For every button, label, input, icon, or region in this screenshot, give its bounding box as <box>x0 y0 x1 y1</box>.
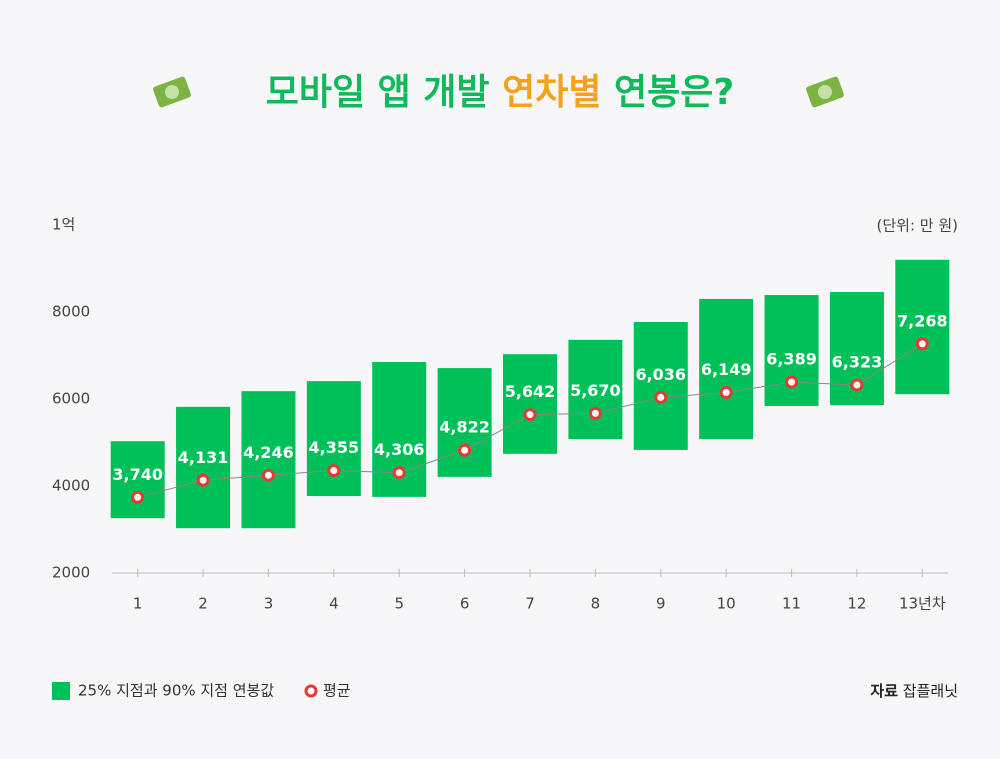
x-tick-label: 12 <box>847 595 866 613</box>
average-marker <box>523 408 537 422</box>
money-icon <box>153 76 191 108</box>
legend-swatch <box>52 682 70 700</box>
range-bar <box>176 406 231 529</box>
average-marker <box>785 375 799 389</box>
average-marker <box>196 473 210 487</box>
chart-title: 모바일 앱 개발 연차별 연봉은? <box>266 72 734 113</box>
data-label: 6,036 <box>635 365 686 384</box>
data-label: 6,389 <box>766 350 817 369</box>
range-bar <box>568 339 623 440</box>
data-label: 3,740 <box>112 465 163 484</box>
average-marker <box>327 464 341 478</box>
x-tick-label: 8 <box>591 595 601 613</box>
range-bar <box>633 322 688 450</box>
data-label: 4,131 <box>178 448 229 467</box>
data-label: 5,642 <box>505 382 556 401</box>
money-icon <box>806 76 844 108</box>
range-bar <box>699 298 754 440</box>
data-label: 4,355 <box>309 438 360 457</box>
x-tick-label: 9 <box>656 595 666 613</box>
legend-label: 25% 지점과 90% 지점 연봉값 <box>78 682 274 700</box>
x-tick-label: 3 <box>264 595 274 613</box>
y-tick-label: 2000 <box>52 564 90 582</box>
average-marker <box>392 466 406 480</box>
average-marker <box>850 378 864 392</box>
average-marker <box>915 337 929 351</box>
x-tick-label: 2 <box>198 595 208 613</box>
x-tick-label: 10 <box>717 595 736 613</box>
data-label: 6,149 <box>701 360 752 379</box>
title-part: 연차별 <box>502 72 601 113</box>
x-tick-label: 6 <box>460 595 470 613</box>
average-marker <box>588 406 602 420</box>
data-label: 5,670 <box>570 381 621 400</box>
average-marker <box>261 468 275 482</box>
title-part: 연봉은? <box>601 72 734 113</box>
legend-swatch <box>304 684 318 698</box>
source: 자료 잡플래닛 <box>870 682 958 700</box>
y-tick-label: 6000 <box>52 390 90 408</box>
source-label: 자료 <box>870 682 898 700</box>
average-marker <box>131 490 145 504</box>
range-bar <box>110 441 165 519</box>
range-bar <box>503 354 557 454</box>
average-marker <box>719 386 733 400</box>
average-marker <box>458 443 472 457</box>
data-label: 4,306 <box>374 440 425 459</box>
y-tick-label: 1억 <box>52 216 75 234</box>
legend-label: 평균 <box>323 682 351 700</box>
x-tick-label: 7 <box>525 595 535 613</box>
average-marker <box>654 390 668 404</box>
title-part: 모바일 앱 개발 <box>266 72 502 113</box>
y-tick-label: 8000 <box>52 303 90 321</box>
x-tick-label: 5 <box>394 595 404 613</box>
range-bar <box>437 368 492 477</box>
x-tick-label: 1 <box>133 595 143 613</box>
range-bar <box>241 391 296 529</box>
data-label: 7,268 <box>897 311 948 330</box>
data-label: 6,323 <box>832 352 883 371</box>
x-tick-label: 13년차 <box>899 595 946 613</box>
unit-note: (단위: 만 원) <box>877 217 959 235</box>
source-name: 잡플래닛 <box>903 682 958 700</box>
legend: 25% 지점과 90% 지점 연봉값 평균 <box>52 682 351 700</box>
x-tick-label: 4 <box>329 595 339 613</box>
data-label: 4,246 <box>243 443 294 462</box>
data-label: 4,822 <box>439 418 490 437</box>
y-tick-label: 4000 <box>52 477 90 495</box>
range-bar <box>895 259 950 395</box>
x-tick-label: 11 <box>782 595 801 613</box>
